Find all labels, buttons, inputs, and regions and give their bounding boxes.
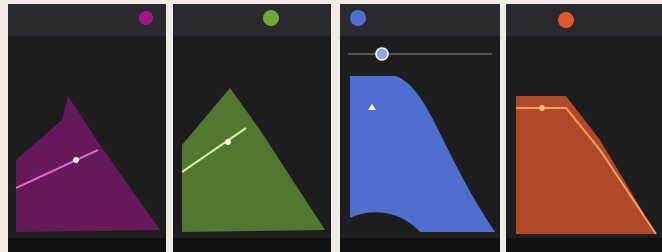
handle[interactable] <box>225 139 231 145</box>
screen <box>8 4 166 252</box>
footer <box>173 238 331 252</box>
slider-thumb[interactable] <box>376 48 388 60</box>
handle[interactable] <box>539 105 545 111</box>
screen <box>173 4 331 252</box>
screen <box>506 4 662 252</box>
footer <box>506 238 662 252</box>
active-tab[interactable] <box>558 12 574 28</box>
page: (() => { const data = JSON.parse(documen… <box>0 0 662 252</box>
footer <box>8 238 166 252</box>
screen <box>340 4 500 252</box>
handle[interactable] <box>73 157 79 163</box>
screens <box>0 0 662 252</box>
active-tab[interactable] <box>139 11 153 25</box>
tab-bar <box>173 4 331 36</box>
footer <box>340 238 500 252</box>
tab-bar <box>506 4 662 36</box>
active-tab[interactable] <box>263 10 279 26</box>
active-tab[interactable] <box>350 10 366 26</box>
